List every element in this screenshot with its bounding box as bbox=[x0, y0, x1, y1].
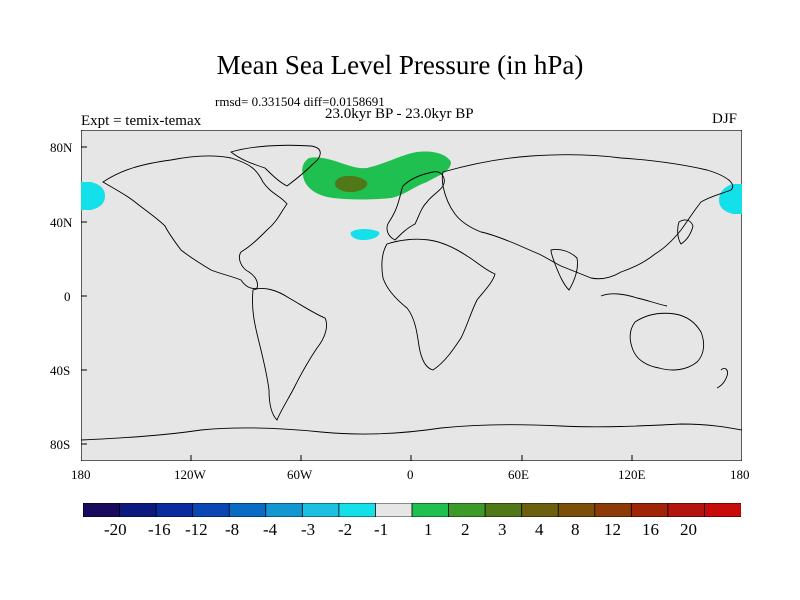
lon-label-120w: 120W bbox=[174, 467, 206, 482]
colorbar-swatch bbox=[83, 503, 121, 517]
colorbar-swatch bbox=[338, 503, 377, 517]
latitude-ticks bbox=[81, 146, 87, 445]
colorbar-swatch bbox=[301, 503, 340, 517]
colorbar-label: 20 bbox=[680, 520, 697, 539]
lat-label-40s: 40S bbox=[50, 363, 71, 378]
colorbar-swatch bbox=[484, 503, 523, 517]
lon-label-180w: 180 bbox=[71, 467, 91, 482]
world-map bbox=[81, 130, 742, 461]
coast-greenland bbox=[230, 144, 321, 187]
coast-antarctica bbox=[81, 423, 742, 441]
coast-north-america bbox=[102, 155, 288, 289]
colorbar-label: -3 bbox=[301, 520, 316, 539]
colorbar-swatch bbox=[667, 503, 706, 517]
anomaly-west-pacific-negative bbox=[81, 182, 105, 210]
coastlines bbox=[81, 144, 742, 441]
coast-asia bbox=[441, 154, 734, 280]
rmsd-label: rmsd= bbox=[215, 94, 249, 109]
lat-label-80s: 80S bbox=[50, 437, 71, 452]
colorbar-label: -16 bbox=[148, 520, 171, 539]
anomaly-east-pacific-negative bbox=[719, 184, 742, 214]
colorbar-swatch bbox=[119, 503, 157, 517]
colorbar-swatch bbox=[594, 503, 633, 517]
time-period: 23.0kyr BP - 23.0kyr BP bbox=[325, 106, 474, 122]
colorbar-swatch bbox=[411, 503, 450, 517]
anomaly-north-atlantic-core bbox=[335, 175, 368, 192]
colorbar-swatch bbox=[448, 503, 486, 517]
diff-value: 0.0158691 bbox=[329, 94, 385, 109]
coast-south-america bbox=[252, 287, 328, 421]
colorbar-swatch bbox=[192, 503, 230, 517]
colorbar-label: -2 bbox=[338, 520, 353, 539]
coast-africa bbox=[381, 238, 496, 371]
lat-label-40n: 40N bbox=[50, 215, 73, 230]
colorbar-swatch bbox=[630, 503, 669, 517]
statistics-line: rmsd= 0.331504 diff=0.0158691 bbox=[215, 94, 385, 110]
coast-europe bbox=[386, 171, 445, 241]
coast-indonesia bbox=[600, 293, 668, 307]
colorbar-label: -8 bbox=[225, 520, 240, 539]
colorbar-swatch bbox=[557, 503, 596, 517]
coast-new-zealand bbox=[716, 367, 728, 389]
lat-label-0: 0 bbox=[64, 289, 71, 304]
colorbar-label: -12 bbox=[185, 520, 208, 539]
lon-label-0: 0 bbox=[407, 467, 414, 482]
colorbar-label: -20 bbox=[104, 520, 127, 539]
diff-label: diff= bbox=[303, 94, 330, 109]
season-label: DJF bbox=[712, 111, 738, 127]
colorbar-label: 8 bbox=[571, 520, 580, 539]
colorbar-swatch bbox=[704, 503, 741, 517]
lon-label-60e: 60E bbox=[508, 467, 529, 482]
colorbar-label: 12 bbox=[604, 520, 621, 539]
colorbar-label: -1 bbox=[374, 520, 389, 539]
colorbar-label: 1 bbox=[424, 520, 433, 539]
colorbar-label: 4 bbox=[535, 520, 544, 539]
colorbar-label: -4 bbox=[263, 520, 278, 539]
colorbar-swatch bbox=[265, 503, 304, 517]
lon-label-180e: 180 bbox=[730, 467, 750, 482]
coast-australia bbox=[629, 312, 705, 371]
colorbar-label: 3 bbox=[498, 520, 507, 539]
colorbar-swatch bbox=[375, 503, 413, 517]
colorbar-label: 16 bbox=[642, 520, 659, 539]
colorbar-label: 2 bbox=[461, 520, 470, 539]
lon-label-120e: 120E bbox=[618, 467, 646, 482]
longitude-ticks bbox=[81, 455, 742, 461]
rmsd-value: 0.331504 bbox=[251, 94, 301, 109]
colorbar-swatch bbox=[521, 503, 559, 517]
colorbar-swatch bbox=[155, 503, 194, 517]
colorbar bbox=[83, 503, 741, 517]
anomaly-mid-atlantic-negative bbox=[350, 229, 380, 240]
lat-label-80n: 80N bbox=[50, 140, 73, 155]
coast-india bbox=[550, 249, 578, 291]
colorbar-swatch bbox=[228, 503, 267, 517]
experiment-label: Expt = temix-temax bbox=[81, 113, 202, 129]
lon-label-60w: 60W bbox=[287, 467, 313, 482]
plot-title: Mean Sea Level Pressure (in hPa) bbox=[216, 50, 584, 80]
coast-japan bbox=[677, 219, 694, 245]
